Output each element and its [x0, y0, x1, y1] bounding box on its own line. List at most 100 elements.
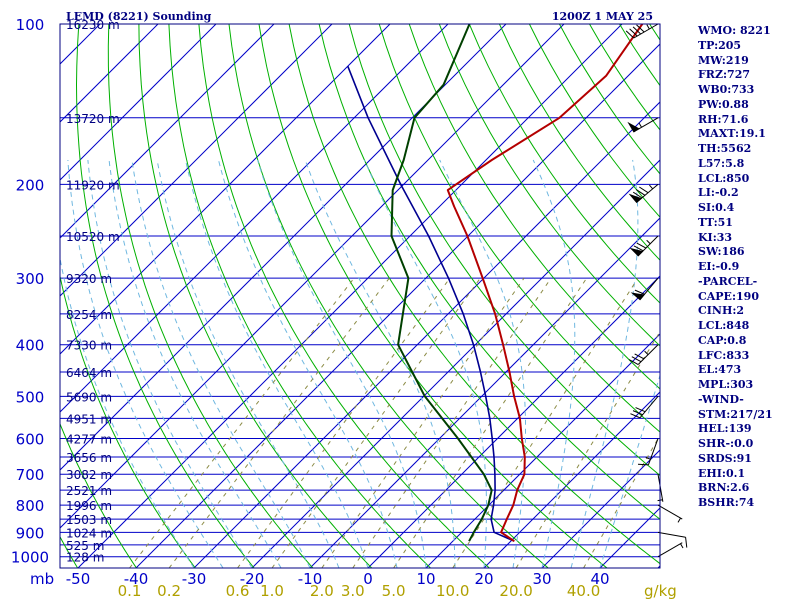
isotherm-line [77, 24, 623, 568]
height-label: 7330 m [66, 339, 112, 353]
dry-adiabat-line [168, 24, 431, 568]
sounding-profiles [347, 24, 644, 543]
index-item: -PARCEL- [698, 274, 758, 288]
index-item: L57:5.8 [698, 156, 745, 170]
moist-adiabat-line [218, 159, 398, 568]
isotherm-line [60, 24, 275, 239]
mixing-ratio-tick-label: 5.0 [382, 582, 406, 600]
mixing-ratio-unit: g/kg [644, 582, 677, 600]
pressure-tick-label: 200 [16, 176, 45, 194]
index-item: MW:219 [698, 53, 749, 67]
height-label: 4951 m [66, 412, 112, 426]
height-label: 3082 m [66, 468, 112, 482]
wind-barb [657, 504, 683, 523]
index-item: LFC:833 [698, 348, 750, 362]
pressure-tick-label: 900 [16, 524, 45, 542]
moist-adiabat-line [570, 159, 639, 568]
moist-adiabat-line [185, 159, 369, 568]
moist-adiabat-line [156, 159, 340, 568]
height-label: 8254 m [66, 308, 112, 322]
wind-barb [629, 235, 659, 257]
index-item: STM:217/21 [698, 407, 773, 421]
dry-adiabat-line [107, 24, 314, 568]
dewpoint-trace [390, 24, 493, 542]
chart-title: LEMD (8221) Sounding [66, 10, 212, 23]
height-label: 5690 m [66, 390, 112, 404]
mixing-ratio-line [515, 330, 660, 568]
isotherm-line [425, 333, 660, 568]
temperature-tick-label: -50 [66, 570, 91, 588]
index-item: CINH:2 [698, 304, 745, 318]
dry-adiabat-line [60, 422, 137, 568]
moist-adiabat-line [364, 159, 487, 568]
index-item: RH:71.6 [698, 112, 749, 126]
dry-adiabat-line [75, 24, 255, 568]
pressure-tick-label: 400 [16, 337, 45, 355]
dry-adiabat-line [138, 24, 373, 568]
pressure-tick-label: 800 [16, 497, 45, 515]
height-label: 525 m [66, 539, 104, 553]
height-label: 128 m [66, 551, 104, 565]
isotherm-line [193, 101, 660, 568]
dry-adiabat-line [378, 24, 660, 433]
temperature-tick-label: -20 [240, 570, 265, 588]
index-item: MAXT:19.1 [698, 127, 766, 141]
mixing-ratio-tick-label: 20.0 [499, 582, 532, 600]
index-item: BSHR:74 [698, 496, 755, 509]
dry-adiabat-line [60, 273, 196, 568]
isotherm-line [541, 449, 660, 568]
index-item: HEL:139 [698, 422, 752, 436]
diagram-grid [60, 24, 660, 568]
height-label: 1024 m [66, 526, 112, 540]
temperature-tick-label: -10 [298, 570, 323, 588]
moist-adiabat-line [257, 159, 427, 568]
isotherm-line [60, 24, 217, 181]
parcel-trace [347, 65, 515, 542]
pressure-tick-label: 700 [16, 466, 45, 484]
mixing-ratio-line [168, 277, 390, 568]
mixing-ratio-line [583, 434, 660, 568]
dry-adiabat-line [348, 24, 660, 477]
wind-barb [630, 396, 659, 419]
moist-adiabat-line [60, 255, 195, 568]
temperature-tick-label: 0 [363, 570, 373, 588]
moist-adiabat-line [67, 159, 224, 568]
index-item: TP:205 [698, 38, 742, 52]
isotherm-line [251, 159, 660, 568]
mixing-ratio-tick-label: 40.0 [567, 582, 600, 600]
mixing-ratio-tick-label: 1.0 [260, 582, 284, 600]
height-label: 13720 m [66, 112, 120, 126]
dry-adiabat-line [258, 24, 608, 568]
index-item: CAPE:190 [698, 289, 759, 303]
mixing-ratio-tick-label: 2.0 [310, 582, 334, 600]
index-item: LCL:850 [698, 171, 750, 185]
index-item: TH:5562 [698, 142, 752, 155]
height-label: 11920 m [66, 178, 120, 192]
height-label: 2521 m [66, 484, 112, 498]
mixing-ratio-tick-label: 10.0 [436, 582, 469, 600]
index-item: KI:33 [698, 230, 733, 244]
wind-barb [657, 542, 684, 558]
mixing-ratio-tick-label: 0.6 [226, 582, 250, 600]
index-item: WB0:733 [698, 83, 755, 96]
wind-barb [628, 183, 659, 204]
indices-panel: WMO: 8221 TP:205 MW:219 FRZ:727 WB0:733 PW:0.… [698, 24, 798, 511]
mixing-ratio-line [271, 277, 481, 568]
chart-time: 1200Z 1 MAY 25 [552, 10, 653, 23]
height-label: 10520 m [66, 230, 120, 244]
wind-barb [630, 277, 659, 301]
index-item: FRZ:727 [698, 68, 751, 82]
isotherm-line [309, 217, 660, 568]
isotherm-line [483, 391, 660, 568]
index-item: EI:-0.9 [698, 260, 740, 273]
isotherm-line [60, 24, 333, 297]
isotherm-line [135, 43, 660, 568]
index-item: CAP:0.8 [698, 333, 747, 347]
index-item: MPL:303 [698, 378, 754, 391]
isotherm-line [60, 24, 507, 471]
moist-adiabat-line [131, 159, 311, 568]
isotherm-line [60, 24, 159, 123]
dry-adiabat-line [408, 24, 660, 390]
x-unit-label: mb [30, 570, 54, 588]
